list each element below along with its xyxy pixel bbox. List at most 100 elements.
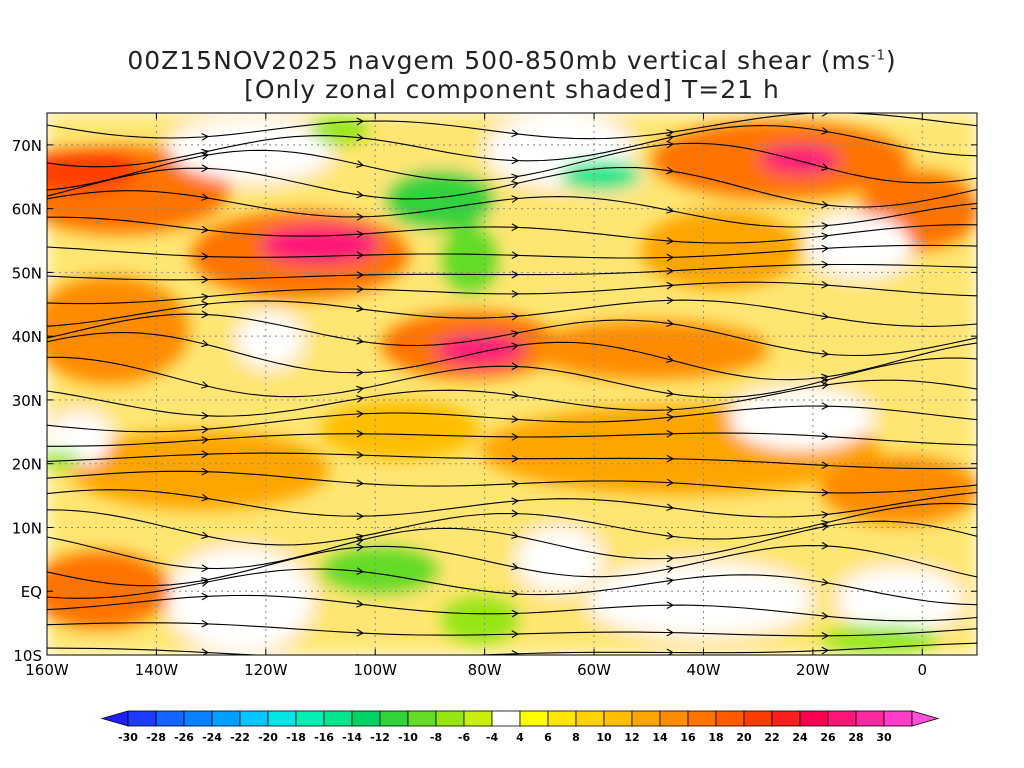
streamline-arrow: [666, 281, 675, 290]
streamline: [47, 166, 977, 208]
streamline-arrow: [666, 430, 675, 438]
streamline-arrow: [356, 213, 365, 221]
streamline-arrow: [821, 349, 830, 358]
colorbar-label: 24: [792, 731, 808, 744]
lat-tick-label: 40N: [12, 328, 42, 346]
streamline: [47, 622, 977, 637]
streamline-arrow: [666, 577, 675, 585]
streamline-arrow: [356, 230, 365, 239]
lat-tick-label: 10N: [12, 519, 42, 537]
colorbar-label: 22: [764, 731, 779, 744]
colorbar-label: 8: [572, 731, 580, 744]
plot-frame: [46, 112, 978, 656]
lon-tick-label: 140W: [135, 661, 179, 679]
lon-tick-label: 60W: [577, 661, 611, 679]
streamline-arrow: [511, 342, 520, 351]
streamline-arrow: [511, 251, 520, 259]
streamline-arrow: [821, 632, 830, 640]
streamline: [47, 190, 977, 228]
colorbar-swatch: [575, 710, 605, 727]
streamline-arrow: [666, 532, 675, 540]
streamline-arrow: [666, 413, 675, 422]
colorbar-swatch: [491, 710, 521, 727]
lat-tick-label: 70N: [12, 137, 42, 155]
colorbar-label: 28: [848, 731, 863, 744]
streamline-arrow: [511, 497, 520, 506]
lon-tick-label: 160W: [25, 661, 69, 679]
streamline-arrow: [356, 251, 365, 260]
lat-tick-label: 20N: [12, 456, 42, 474]
streamline-arrow: [821, 113, 829, 117]
streamline: [47, 313, 977, 357]
streamline-arrow: [201, 531, 210, 540]
title-line1-text: 00Z15NOV2025 navgem 500-850mb vertical s…: [127, 46, 871, 75]
streamline-arrow: [511, 650, 520, 655]
streamline-arrow: [356, 271, 365, 279]
streamline: [47, 281, 977, 305]
streamline-arrow: [666, 129, 675, 137]
streamline-arrow: [821, 280, 830, 289]
streamline-arrow: [201, 467, 210, 476]
streamline-arrow: [666, 601, 675, 609]
colorbar-label: -14: [342, 731, 362, 744]
lon-tick-label: 80W: [468, 661, 502, 679]
colorbar-swatch: [687, 710, 717, 727]
streamline-arrow: [356, 117, 365, 126]
streamline-arrow: [821, 488, 830, 497]
colorbar-swatch: [435, 710, 465, 727]
streamline-arrow: [201, 193, 210, 201]
colorbar-label: 14: [652, 731, 668, 744]
colorbar-label: 12: [624, 731, 639, 744]
streamline-arrow: [356, 451, 365, 459]
streamline-arrow: [821, 163, 830, 171]
streamline: [47, 594, 977, 622]
streamline-arrow: [201, 252, 210, 261]
colorbar-label: -30: [118, 731, 138, 744]
streamline-arrow: [511, 173, 520, 182]
streamline: [47, 642, 977, 655]
streamline: [47, 142, 977, 191]
streamline-arrow: [356, 133, 365, 142]
colorbar-low-triangle: [100, 710, 129, 727]
streamline-arrow: [511, 270, 520, 279]
streamline-arrow: [201, 411, 210, 420]
colorbar-label: -16: [314, 731, 334, 744]
streamline-arrow: [511, 129, 520, 138]
streamline-arrow: [511, 156, 520, 165]
streamline: [47, 113, 977, 140]
lat-tick-label: 50N: [12, 264, 42, 282]
lon-tick-label: 0: [918, 661, 928, 679]
lon-tick-label: 100W: [354, 661, 398, 679]
streamline-arrow: [821, 541, 830, 550]
streamline-arrow: [511, 630, 520, 638]
colorbar-label: 4: [516, 731, 524, 744]
streamline-arrow: [666, 319, 675, 328]
streamline-arrow: [511, 531, 520, 540]
colorbar-swatch: [631, 710, 661, 727]
streamline: [47, 263, 977, 281]
streamline-arrow: [511, 415, 520, 424]
colorbar-swatch: [771, 710, 801, 727]
streamline-arrow: [511, 509, 520, 518]
streamline-arrow: [666, 554, 675, 563]
streamline-arrow: [356, 368, 365, 377]
streamline-arrow: [821, 432, 830, 440]
streamline: [47, 452, 977, 470]
colorbar-label: 30: [876, 731, 892, 744]
streamline-arrow: [511, 480, 520, 488]
colorbar-high-triangle: [911, 710, 940, 727]
streamline-arrow: [356, 385, 365, 394]
colorbar-label: 6: [544, 731, 552, 744]
colorbar-label: -26: [174, 731, 194, 744]
streamline-arrow: [356, 628, 365, 637]
streamline-arrow: [201, 619, 210, 628]
streamline-arrow: [821, 312, 830, 320]
streamline-arrow: [356, 285, 365, 293]
streamline-arrow: [511, 454, 520, 463]
colorbar-swatch: [743, 710, 773, 727]
colorbar-label: 10: [596, 731, 612, 744]
streamline: [47, 470, 977, 494]
colorbar-label: -20: [258, 731, 278, 744]
